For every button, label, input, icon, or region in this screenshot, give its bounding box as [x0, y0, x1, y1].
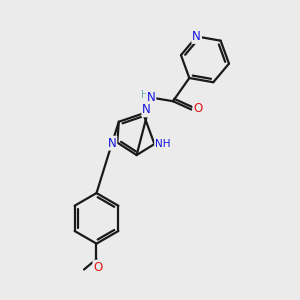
Text: O: O [93, 261, 103, 274]
Text: NH: NH [155, 139, 170, 149]
Text: N: N [108, 137, 116, 150]
Text: N: N [142, 103, 151, 116]
Text: O: O [193, 102, 203, 116]
Text: N: N [192, 30, 201, 43]
Text: N: N [147, 91, 155, 103]
Text: H: H [141, 90, 149, 100]
